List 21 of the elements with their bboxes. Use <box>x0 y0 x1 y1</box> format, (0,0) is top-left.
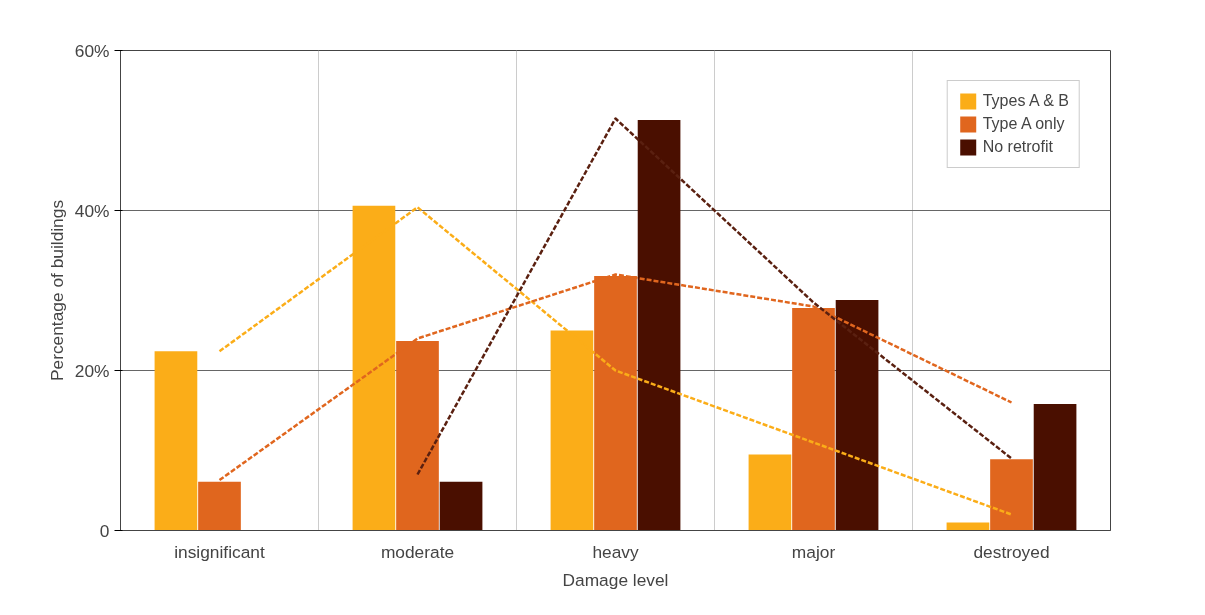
bar <box>439 481 483 531</box>
y-tick-label: 60% <box>74 40 110 61</box>
y-tick-label: 0 <box>99 520 110 541</box>
bar <box>1033 404 1077 531</box>
x-tick-label: insignificant <box>174 541 265 562</box>
x-tick-label: heavy <box>592 541 639 562</box>
legend-label: Type A only <box>982 115 1065 133</box>
legend-label: No retrofit <box>982 138 1053 156</box>
y-axis-title: Percentage of buildings <box>46 199 67 382</box>
bar <box>990 459 1033 531</box>
x-tick-label: major <box>791 541 836 562</box>
y-tick-label: 40% <box>74 200 110 221</box>
legend-label: Types A & B <box>982 92 1069 110</box>
x-axis-title: Damage level <box>562 569 669 590</box>
y-tick-label: 20% <box>74 360 110 381</box>
bar <box>637 120 681 531</box>
bar <box>748 454 792 531</box>
bar <box>154 351 198 531</box>
bar <box>835 300 879 531</box>
x-tick-label: moderate <box>380 541 455 562</box>
x-tick-label: destroyed <box>973 541 1050 562</box>
